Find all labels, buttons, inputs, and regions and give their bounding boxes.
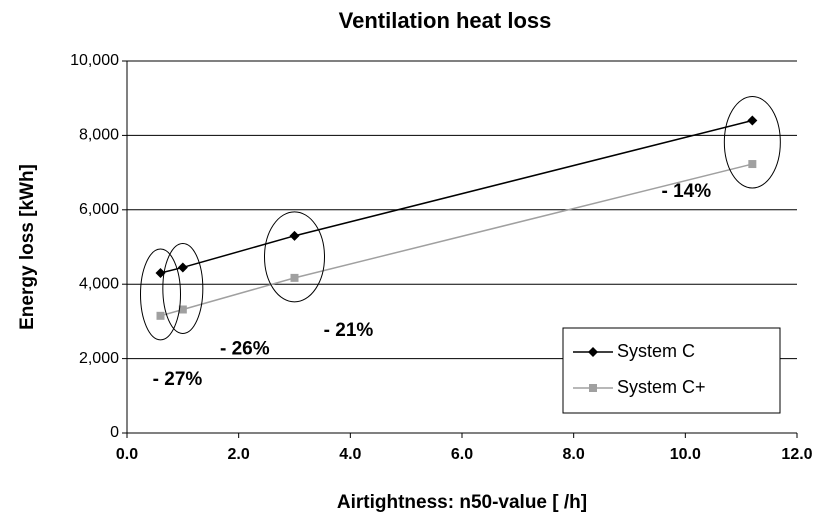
x-tick-label: 6.0 xyxy=(451,446,473,463)
highlight-ellipse xyxy=(162,242,204,334)
y-tick-label: 2,000 xyxy=(79,350,119,367)
point xyxy=(290,273,299,282)
point xyxy=(155,268,166,279)
annotation: - 26% xyxy=(220,339,270,360)
point xyxy=(289,230,300,241)
point xyxy=(747,115,758,126)
series-line xyxy=(160,163,753,317)
x-tick-label: 8.0 xyxy=(563,446,585,463)
point xyxy=(178,305,187,314)
x-tick-label: 10.0 xyxy=(670,446,701,463)
legend-marker xyxy=(588,347,598,357)
annotation: - 27% xyxy=(153,369,203,390)
y-tick-label: 6,000 xyxy=(79,201,119,218)
x-tick-label: 0.0 xyxy=(116,446,138,463)
y-tick-label: 4,000 xyxy=(79,275,119,292)
legend-marker xyxy=(589,384,597,392)
highlight-ellipse xyxy=(264,211,325,303)
point xyxy=(156,311,165,320)
legend-box xyxy=(562,327,781,414)
y-axis-label: Energy loss [kWh] xyxy=(17,164,38,330)
legend-label: System C xyxy=(617,341,695,361)
chart-title: Ventilation heat loss xyxy=(339,8,552,33)
annotation: - 21% xyxy=(324,320,374,341)
x-tick-label: 12.0 xyxy=(781,446,812,463)
y-tick-label: 10,000 xyxy=(70,52,119,69)
point xyxy=(748,160,757,169)
x-tick-label: 2.0 xyxy=(228,446,250,463)
legend-label: System C+ xyxy=(617,377,706,397)
highlight-ellipse xyxy=(723,96,781,189)
series-line xyxy=(160,119,753,274)
y-tick-label: 0 xyxy=(110,424,119,441)
annotation: - 14% xyxy=(662,181,712,202)
point xyxy=(177,262,188,273)
highlight-ellipse xyxy=(140,248,181,341)
y-tick-label: 8,000 xyxy=(79,127,119,144)
x-tick-label: 4.0 xyxy=(339,446,361,463)
x-axis-label: Airtightness: n50-value [ /h] xyxy=(337,492,587,513)
